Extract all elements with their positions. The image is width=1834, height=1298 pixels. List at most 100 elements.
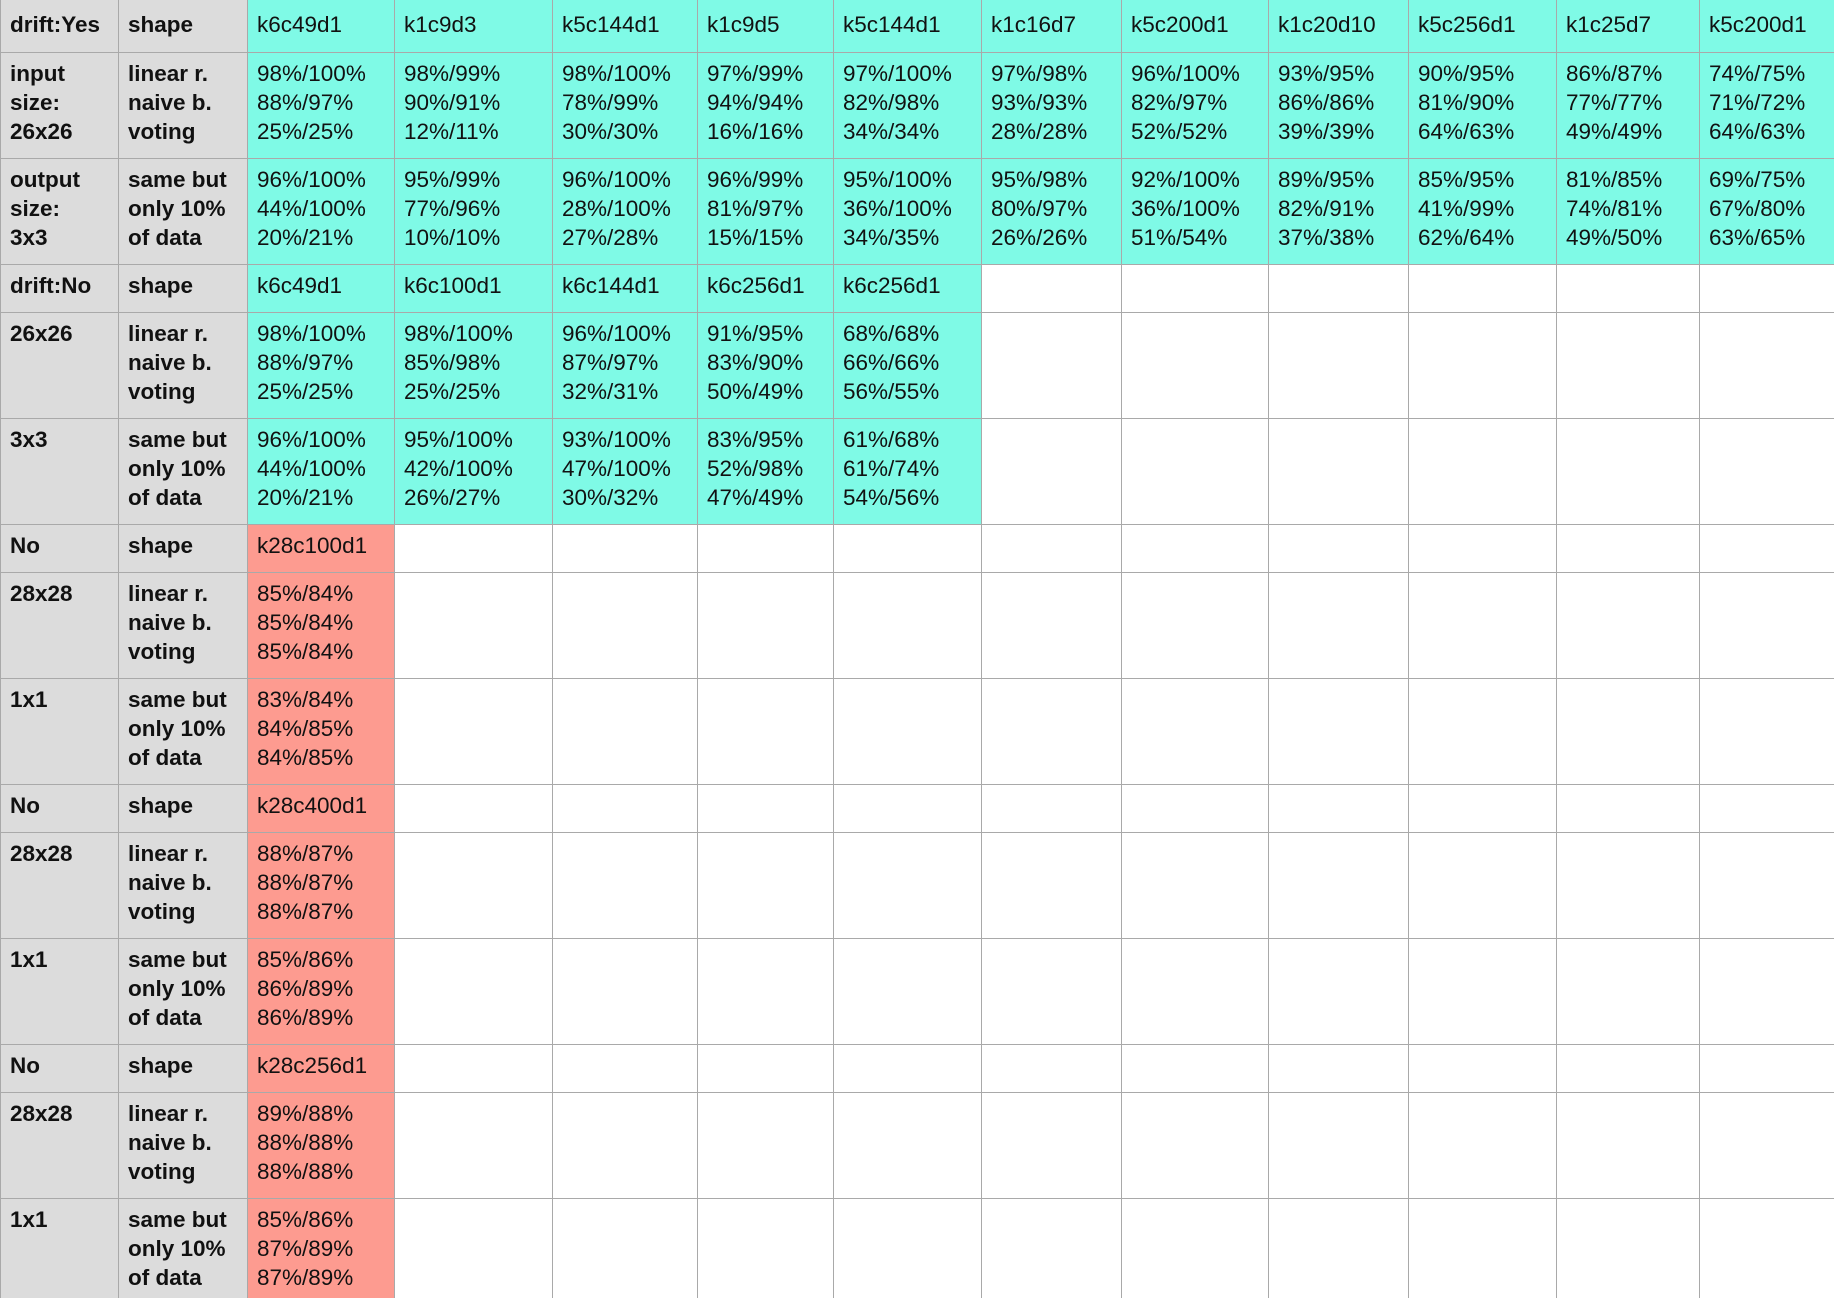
row-group-label-cell[interactable]: No — [0, 783, 119, 833]
accuracy-cell[interactable]: 98%/100% 85%/98% 25%/25% — [394, 311, 553, 419]
row-group-label-cell[interactable]: 1x1 — [0, 677, 119, 785]
empty-cell[interactable] — [1699, 1043, 1834, 1093]
empty-cell[interactable] — [1408, 1043, 1557, 1093]
accuracy-cell[interactable]: 96%/100% 28%/100% 27%/28% — [552, 157, 698, 265]
empty-cell[interactable] — [1556, 311, 1700, 419]
accuracy-cell[interactable]: 83%/84% 84%/85% 84%/85% — [247, 677, 395, 785]
accuracy-cell[interactable]: 96%/100% 44%/100% 20%/21% — [247, 157, 395, 265]
empty-cell[interactable] — [1121, 263, 1269, 313]
empty-cell[interactable] — [833, 523, 982, 573]
empty-cell[interactable] — [394, 1197, 553, 1298]
empty-cell[interactable] — [1699, 311, 1834, 419]
row-group-label-cell[interactable]: 1x1 — [0, 937, 119, 1045]
empty-cell[interactable] — [833, 677, 982, 785]
empty-cell[interactable] — [1268, 417, 1409, 525]
empty-cell[interactable] — [697, 1043, 834, 1093]
empty-cell[interactable] — [1268, 1043, 1409, 1093]
accuracy-cell[interactable]: 61%/68% 61%/74% 54%/56% — [833, 417, 982, 525]
empty-cell[interactable] — [981, 937, 1122, 1045]
empty-cell[interactable] — [833, 937, 982, 1045]
shape-cell[interactable]: k5c144d1 — [552, 0, 698, 53]
empty-cell[interactable] — [981, 523, 1122, 573]
accuracy-cell[interactable]: 95%/98% 80%/97% 26%/26% — [981, 157, 1122, 265]
empty-cell[interactable] — [1121, 677, 1269, 785]
empty-cell[interactable] — [1556, 1197, 1700, 1298]
shape-cell[interactable]: k6c256d1 — [697, 263, 834, 313]
empty-cell[interactable] — [1121, 1091, 1269, 1199]
empty-cell[interactable] — [394, 937, 553, 1045]
shape-cell[interactable]: k6c49d1 — [247, 0, 395, 53]
row-group-label-cell[interactable]: 28x28 — [0, 1091, 119, 1199]
shape-cell[interactable]: k28c400d1 — [247, 783, 395, 833]
empty-cell[interactable] — [394, 783, 553, 833]
accuracy-cell[interactable]: 91%/95% 83%/90% 50%/49% — [697, 311, 834, 419]
accuracy-cell[interactable]: 89%/95% 82%/91% 37%/38% — [1268, 157, 1409, 265]
empty-cell[interactable] — [1268, 263, 1409, 313]
row-method-label-cell[interactable]: shape — [118, 0, 248, 53]
shape-cell[interactable]: k28c100d1 — [247, 523, 395, 573]
empty-cell[interactable] — [1408, 311, 1557, 419]
empty-cell[interactable] — [697, 831, 834, 939]
empty-cell[interactable] — [1268, 523, 1409, 573]
empty-cell[interactable] — [1408, 831, 1557, 939]
shape-cell[interactable]: k6c144d1 — [552, 263, 698, 313]
accuracy-cell[interactable]: 95%/99% 77%/96% 10%/10% — [394, 157, 553, 265]
empty-cell[interactable] — [833, 831, 982, 939]
empty-cell[interactable] — [1699, 523, 1834, 573]
accuracy-cell[interactable]: 98%/100% 88%/97% 25%/25% — [247, 311, 395, 419]
accuracy-cell[interactable]: 85%/86% 87%/89% 87%/89% — [247, 1197, 395, 1298]
shape-cell[interactable]: k1c25d7 — [1556, 0, 1700, 53]
empty-cell[interactable] — [1121, 417, 1269, 525]
empty-cell[interactable] — [552, 937, 698, 1045]
empty-cell[interactable] — [1121, 571, 1269, 679]
row-method-label-cell[interactable]: same but only 10% of data — [118, 937, 248, 1045]
empty-cell[interactable] — [697, 1091, 834, 1199]
empty-cell[interactable] — [1556, 937, 1700, 1045]
empty-cell[interactable] — [1121, 1197, 1269, 1298]
empty-cell[interactable] — [981, 417, 1122, 525]
empty-cell[interactable] — [1121, 311, 1269, 419]
empty-cell[interactable] — [981, 571, 1122, 679]
empty-cell[interactable] — [1699, 783, 1834, 833]
empty-cell[interactable] — [1408, 571, 1557, 679]
empty-cell[interactable] — [552, 783, 698, 833]
empty-cell[interactable] — [1121, 783, 1269, 833]
empty-cell[interactable] — [833, 1197, 982, 1298]
empty-cell[interactable] — [1408, 523, 1557, 573]
accuracy-cell[interactable]: 95%/100% 36%/100% 34%/35% — [833, 157, 982, 265]
accuracy-cell[interactable]: 85%/95% 41%/99% 62%/64% — [1408, 157, 1557, 265]
accuracy-cell[interactable]: 95%/100% 42%/100% 26%/27% — [394, 417, 553, 525]
empty-cell[interactable] — [981, 1043, 1122, 1093]
empty-cell[interactable] — [1268, 677, 1409, 785]
accuracy-cell[interactable]: 85%/86% 86%/89% 86%/89% — [247, 937, 395, 1045]
empty-cell[interactable] — [1699, 263, 1834, 313]
empty-cell[interactable] — [552, 1043, 698, 1093]
empty-cell[interactable] — [833, 571, 982, 679]
row-method-label-cell[interactable]: same but only 10% of data — [118, 1197, 248, 1298]
empty-cell[interactable] — [981, 263, 1122, 313]
row-method-label-cell[interactable]: linear r. naive b. voting — [118, 1091, 248, 1199]
empty-cell[interactable] — [981, 783, 1122, 833]
empty-cell[interactable] — [1556, 571, 1700, 679]
empty-cell[interactable] — [1556, 783, 1700, 833]
row-method-label-cell[interactable]: shape — [118, 263, 248, 313]
accuracy-cell[interactable]: 92%/100% 36%/100% 51%/54% — [1121, 157, 1269, 265]
empty-cell[interactable] — [552, 831, 698, 939]
empty-cell[interactable] — [552, 1197, 698, 1298]
accuracy-cell[interactable]: 93%/100% 47%/100% 30%/32% — [552, 417, 698, 525]
empty-cell[interactable] — [1699, 677, 1834, 785]
empty-cell[interactable] — [981, 311, 1122, 419]
empty-cell[interactable] — [1699, 571, 1834, 679]
empty-cell[interactable] — [394, 677, 553, 785]
empty-cell[interactable] — [1121, 831, 1269, 939]
shape-cell[interactable]: k28c256d1 — [247, 1043, 395, 1093]
accuracy-cell[interactable]: 81%/85% 74%/81% 49%/50% — [1556, 157, 1700, 265]
empty-cell[interactable] — [1556, 1043, 1700, 1093]
accuracy-cell[interactable]: 89%/88% 88%/88% 88%/88% — [247, 1091, 395, 1199]
empty-cell[interactable] — [552, 677, 698, 785]
accuracy-cell[interactable]: 96%/100% 82%/97% 52%/52% — [1121, 51, 1269, 159]
row-group-label-cell[interactable]: No — [0, 523, 119, 573]
shape-cell[interactable]: k1c9d3 — [394, 0, 553, 53]
empty-cell[interactable] — [1408, 1197, 1557, 1298]
empty-cell[interactable] — [1121, 523, 1269, 573]
